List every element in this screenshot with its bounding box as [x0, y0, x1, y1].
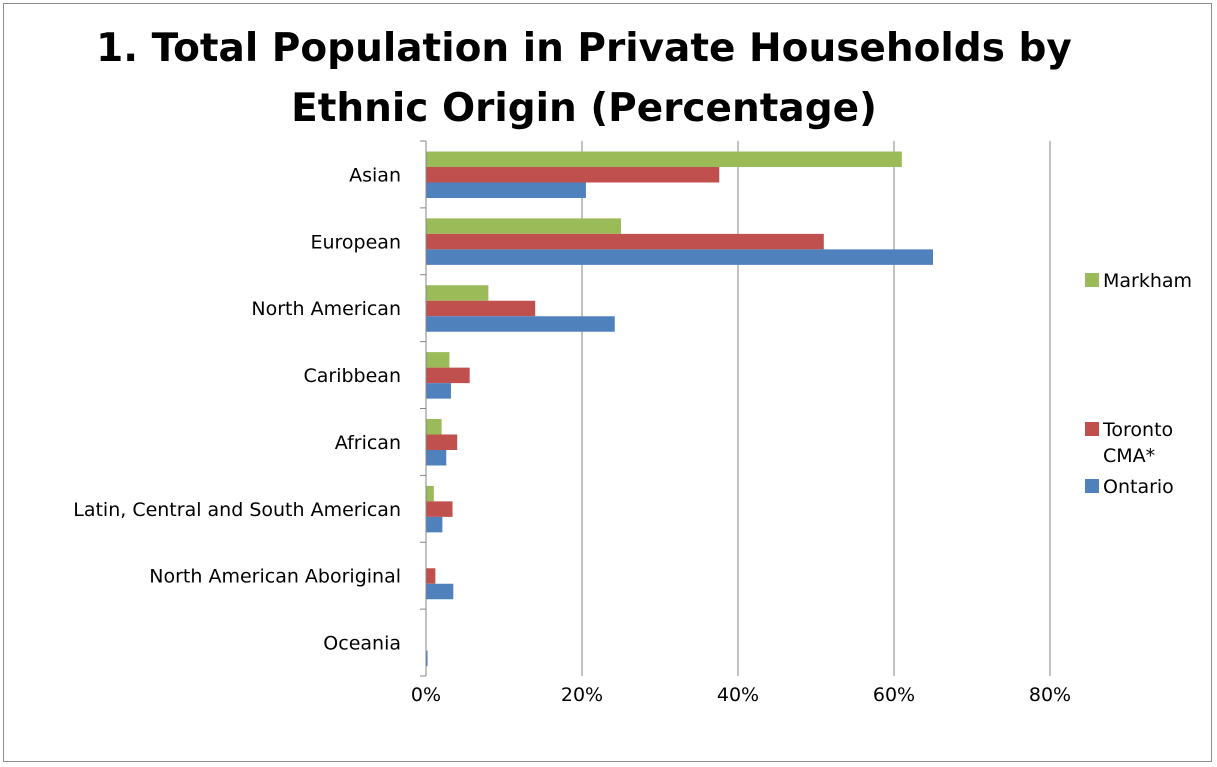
bar-ontario-1 [426, 249, 933, 265]
bar-markham-1 [426, 218, 621, 234]
bar-ontario-3 [426, 383, 451, 399]
category-labels: Asian European North American Caribbean Afri… [73, 164, 401, 654]
bar-toronto-cma-0 [426, 167, 720, 183]
legend-swatch-2 [1085, 479, 1099, 493]
bar-ontario-4 [426, 450, 447, 466]
bar-ontario-7 [426, 650, 428, 667]
legend: Markham Toronto CMA* Ontario [1085, 270, 1192, 498]
bar-markham-0 [426, 151, 902, 167]
x-tick-label: 60% [873, 684, 915, 706]
category-label: Latin, Central and South American [73, 499, 401, 521]
bar-markham-5 [426, 485, 434, 502]
x-tick-label: 20% [561, 684, 603, 706]
bars [426, 151, 933, 667]
category-label: Oceania [323, 633, 401, 655]
bar-toronto-cma-3 [426, 367, 470, 384]
category-label: North American Aboriginal [149, 566, 401, 588]
category-label: North American [251, 298, 401, 320]
chart-title-line-1: 1. Total Population in Private Household… [96, 26, 1072, 71]
legend-swatch-0 [1085, 273, 1099, 287]
x-tick-label: 40% [717, 684, 759, 706]
bar-ontario-6 [426, 583, 454, 600]
legend-label-0-0: Markham [1103, 270, 1192, 292]
tick-labels: 0% 20% 40% 60% 80% [411, 684, 1071, 706]
bar-ontario-5 [426, 516, 443, 533]
bar-toronto-cma-1 [426, 233, 824, 250]
bar-markham-2 [426, 285, 489, 301]
chart-frame: 1. Total Population in Private Household… [3, 3, 1212, 762]
gridlines [581, 141, 1051, 676]
category-label: African [335, 432, 401, 454]
bar-toronto-cma-4 [426, 434, 458, 450]
axes [420, 140, 427, 677]
bar-markham-4 [426, 419, 442, 435]
bar-chart: 1. Total Population in Private Household… [73, 26, 1192, 706]
legend-swatch-1 [1085, 422, 1099, 436]
bar-ontario-0 [426, 182, 586, 198]
legend-label-1-0: Toronto [1102, 419, 1173, 441]
bar-markham-3 [426, 352, 450, 368]
bar-toronto-cma-6 [426, 568, 436, 584]
bar-ontario-2 [426, 316, 615, 332]
category-label: Caribbean [304, 365, 402, 387]
x-tick-label: 80% [1029, 684, 1071, 706]
bar-toronto-cma-5 [426, 501, 453, 517]
legend-label-1-1: CMA* [1103, 445, 1155, 467]
x-tick-label: 0% [411, 684, 441, 706]
bar-toronto-cma-2 [426, 300, 536, 317]
category-label: Asian [349, 164, 401, 186]
chart-title-line-2: Ethnic Origin (Percentage) [291, 86, 877, 131]
legend-label-2-0: Ontario [1103, 476, 1174, 498]
category-label: European [310, 231, 401, 253]
